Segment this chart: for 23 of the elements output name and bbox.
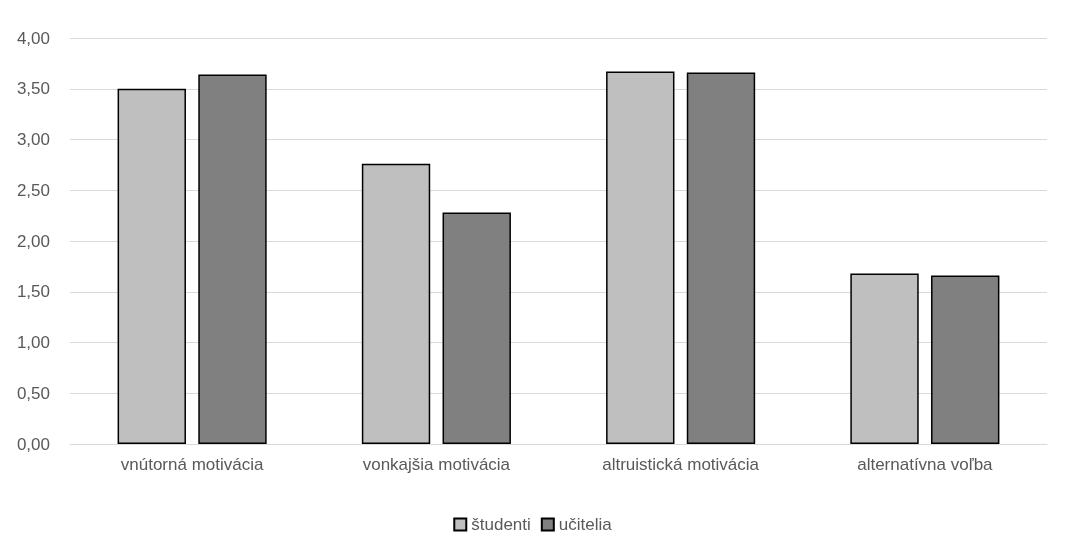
legend-label: študenti <box>471 515 531 534</box>
x-tick-label: alternatívna voľba <box>857 455 994 474</box>
bar <box>686 72 756 444</box>
x-tick-label: vnútorná motivácia <box>120 455 265 474</box>
x-tick-label: altruistická motivácia <box>602 455 760 474</box>
y-tick-label: 0,00 <box>16 434 50 454</box>
bar <box>442 212 511 444</box>
y-tick-label: 1,50 <box>16 282 50 302</box>
bar <box>850 273 919 444</box>
y-tick-label: 2,50 <box>16 180 50 200</box>
bar <box>361 163 431 444</box>
y-tick-label: 2,00 <box>16 231 50 251</box>
bar <box>606 71 675 444</box>
y-tick-label: 1,00 <box>16 333 50 352</box>
y-tick-label: 3,50 <box>16 79 50 99</box>
y-tick-label: 0,50 <box>16 383 50 403</box>
bar <box>117 88 186 444</box>
bar <box>198 74 267 444</box>
x-tick-label: vonkajšia motivácia <box>362 455 511 474</box>
bar <box>931 275 1000 444</box>
y-tick-label: 4,00 <box>16 28 50 48</box>
legend-label: učitelia <box>558 515 613 534</box>
y-tick-label: 3,00 <box>16 130 50 149</box>
